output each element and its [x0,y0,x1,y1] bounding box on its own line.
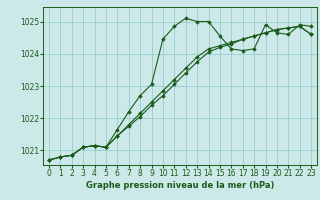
X-axis label: Graphe pression niveau de la mer (hPa): Graphe pression niveau de la mer (hPa) [86,181,274,190]
